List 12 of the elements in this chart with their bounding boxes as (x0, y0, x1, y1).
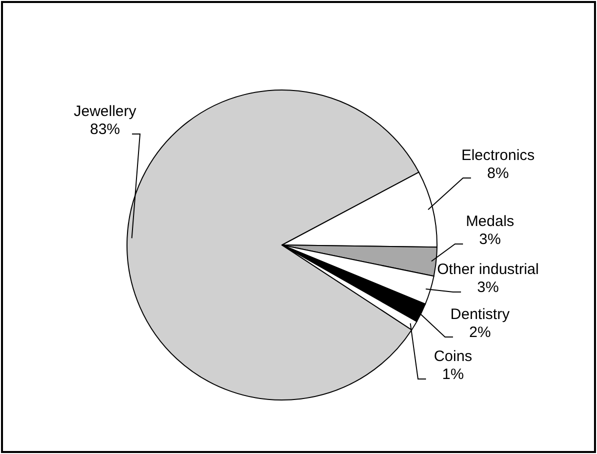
slice-label: Jewellery (74, 103, 137, 120)
data-label: 3% (477, 279, 499, 296)
slice-label: Medals (466, 213, 514, 230)
data-label: 1% (442, 366, 464, 383)
slice-label: Dentistry (450, 306, 510, 323)
data-label: 3% (479, 231, 501, 248)
data-label: 83% (90, 121, 120, 138)
slice-label: Coins (434, 348, 472, 365)
slice-label: Other industrial (437, 261, 539, 278)
slice-label: Electronics (461, 147, 535, 164)
data-label: 8% (487, 165, 509, 182)
data-label: 2% (469, 324, 491, 341)
